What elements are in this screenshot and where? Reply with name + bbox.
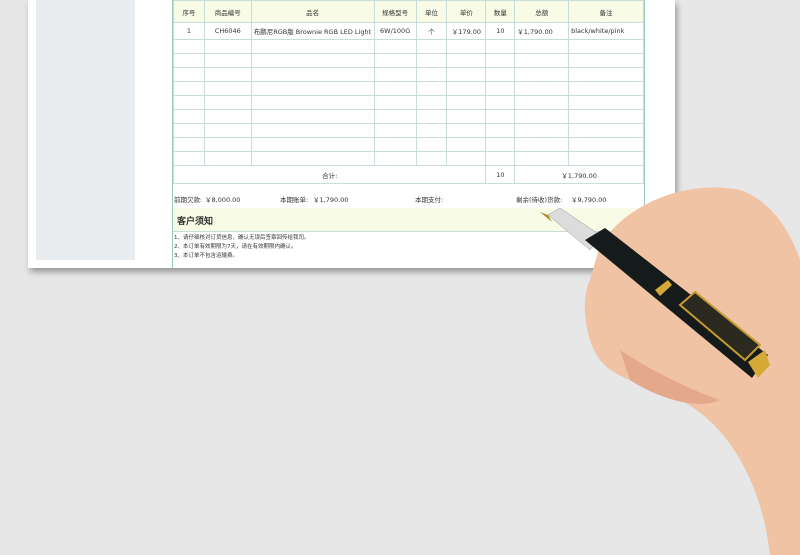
empty-row xyxy=(173,95,644,110)
col-header: 单价 xyxy=(446,0,487,23)
current-bill-label: 本期账单: xyxy=(280,196,309,204)
order-sheet: 序号 商品编号 品名 规格型号 单位 单价 数量 总额 备注 1 CH6046 … xyxy=(172,0,645,268)
col-header: 总额 xyxy=(514,0,570,23)
notice-item: 3、本订单不包含运输费。 xyxy=(174,253,239,259)
remaining-value: ￥9,790.00 xyxy=(571,196,607,204)
current-paid-label: 本期支付: xyxy=(415,196,444,204)
empty-row xyxy=(173,53,644,68)
total-row: 合计: 10 ￥1,790.00 xyxy=(172,165,644,184)
side-panel xyxy=(36,0,135,260)
notice-item: 1、请仔细核对订货信息，确认无误后签章回传给我司。 xyxy=(174,235,310,241)
notice-list: 1、请仔细核对订货信息，确认无误后签章回传给我司。 2、本订单有效期限为7天，请… xyxy=(174,234,310,261)
order-table: 序号 商品编号 品名 规格型号 单位 单价 数量 总额 备注 1 CH6046 … xyxy=(172,0,644,184)
empty-row xyxy=(173,123,644,138)
total-amount: ￥1,790.00 xyxy=(514,165,644,184)
col-header: 序号 xyxy=(173,0,205,23)
notice-title: 客户须知 xyxy=(177,217,214,227)
total-label: 合计: xyxy=(172,165,487,184)
notice-item: 2、本订单有效期限为7天，请在有效期限内确认。 xyxy=(174,244,297,250)
remaining-label: 剩余(待收)货款: xyxy=(516,196,563,204)
table-row: 1 CH6046 布鹏尼RGB版 Brownie RGB LED Light 6… xyxy=(173,22,644,40)
col-header: 备注 xyxy=(568,0,644,23)
prev-debt-label: 前期欠款: xyxy=(174,196,203,204)
col-header: 规格型号 xyxy=(373,0,417,23)
prev-debt-value: ￥8,000.00 xyxy=(205,196,241,204)
empty-row xyxy=(173,39,644,54)
document-page: 序号 商品编号 品名 规格型号 单位 单价 数量 总额 备注 1 CH6046 … xyxy=(28,0,675,268)
col-header: 品名 xyxy=(250,0,375,23)
current-bill-value: ￥1,790.00 xyxy=(313,196,349,204)
table-header: 序号 商品编号 品名 规格型号 单位 单价 数量 总额 备注 xyxy=(173,0,644,23)
